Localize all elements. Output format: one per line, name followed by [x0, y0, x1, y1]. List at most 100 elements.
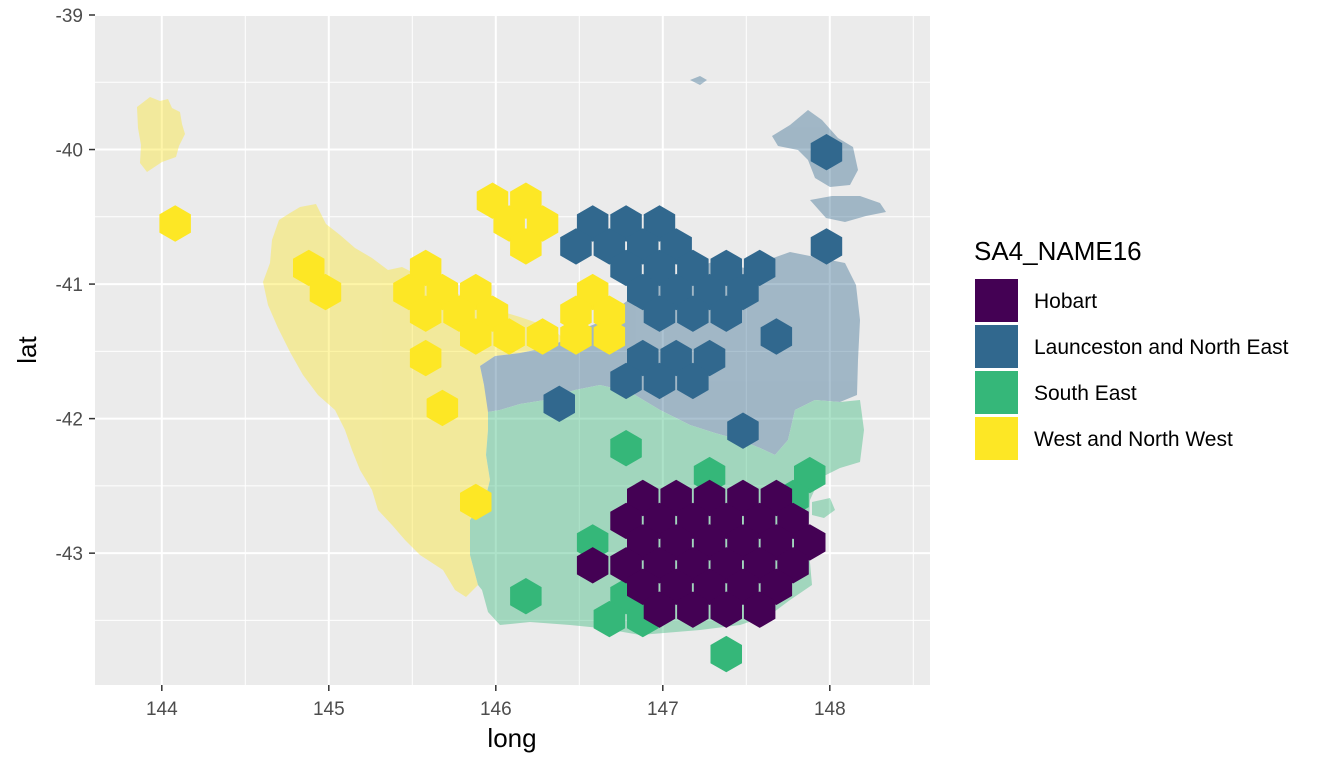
hexagon-west-and-north-west — [309, 273, 342, 311]
y-axis-ticks: -39 -40 -41 -42 -43 — [56, 6, 95, 565]
legend: SA4_NAME16 Hobart Launceston and North Ea… — [974, 236, 1289, 460]
hexagon-launceston-and-north-east — [643, 362, 676, 400]
hexagon-south-east — [794, 456, 826, 494]
region-west-and-north-west-king-island — [137, 97, 185, 172]
hexagon-launceston-and-north-east — [677, 295, 709, 332]
hexagon-launceston-and-north-east — [693, 339, 726, 377]
hexagon-west-and-north-west — [493, 205, 525, 242]
legend-key — [975, 371, 1018, 414]
legend-key — [975, 325, 1018, 368]
hexagon-hobart — [576, 547, 609, 584]
x-tick-label: 144 — [146, 699, 178, 720]
hexagon-west-and-north-west — [159, 205, 191, 242]
hexagon-launceston-and-north-east — [677, 249, 709, 287]
legend-title: SA4_NAME16 — [974, 236, 1142, 266]
hexagon-south-east — [710, 635, 742, 673]
hexagon-hobart — [627, 568, 659, 605]
hexagon-hobart — [760, 524, 793, 561]
hexagon-south-east — [610, 430, 642, 467]
hexagon-hobart — [677, 591, 709, 628]
hexagon-west-and-north-west — [476, 182, 509, 219]
y-tick-label: -43 — [56, 544, 83, 565]
hexagon-south-east — [576, 524, 609, 561]
hexagon-west-and-north-west — [510, 182, 542, 219]
hexagon-west-and-north-west — [476, 295, 509, 332]
legend-label: Hobart — [1034, 290, 1097, 313]
x-axis-ticks: 144 145 146 147 148 — [146, 685, 846, 720]
x-tick-label: 147 — [647, 699, 679, 720]
hexagon-west-and-north-west — [493, 318, 525, 355]
hexagon-launceston-and-north-east — [710, 249, 742, 287]
hexagon-west-and-north-west — [560, 318, 592, 355]
legend-label: West and North West — [1034, 428, 1233, 451]
legend-entries: Hobart Launceston and North East South Eas… — [975, 279, 1289, 460]
hexagon-west-and-north-west — [409, 249, 442, 287]
hexagon-launceston-and-north-east — [660, 339, 692, 377]
hexagon-launceston-and-north-east — [710, 295, 742, 332]
hexagon-west-and-north-west — [510, 228, 542, 265]
legend-key — [975, 417, 1018, 460]
hexagon-hobart — [660, 568, 692, 605]
hexagon-launceston-and-north-east — [643, 205, 676, 242]
hexagon-launceston-and-north-east — [610, 362, 642, 400]
region-south-east-island — [812, 498, 835, 518]
hexagon-launceston-and-north-east — [627, 339, 659, 377]
hexagon-launceston-and-north-east — [743, 249, 776, 287]
x-tick-label: 146 — [480, 699, 512, 720]
hexagon-west-and-north-west — [293, 249, 325, 287]
hexagon-hobart — [693, 568, 726, 605]
x-tick-label: 148 — [814, 699, 846, 720]
sa4-hexagons — [159, 134, 843, 673]
hexagon-south-east — [693, 456, 726, 494]
hexagon-west-and-north-west — [460, 318, 492, 355]
hexagon-hobart — [660, 524, 692, 561]
hexagon-launceston-and-north-east — [643, 295, 676, 332]
y-tick-label: -42 — [56, 410, 83, 431]
hexagon-hobart — [627, 479, 659, 517]
hexagon-launceston-and-north-east — [610, 205, 642, 242]
hexagon-hobart — [693, 524, 726, 561]
hexagon-launceston-and-north-east — [643, 249, 676, 287]
hexagon-hobart — [643, 591, 676, 628]
hexagon-hobart — [660, 479, 692, 517]
hexagon-hobart — [794, 524, 826, 561]
y-tick-label: -41 — [56, 275, 83, 296]
hexagon-hobart — [760, 479, 793, 517]
hexagon-hobart — [727, 524, 759, 561]
hexagon-launceston-and-north-east — [810, 228, 843, 265]
hexagon-west-and-north-west — [443, 295, 475, 332]
hexagon-launceston-and-north-east — [576, 205, 609, 242]
hexagon-west-and-north-west — [560, 295, 592, 332]
hexagon-hobart — [727, 479, 759, 517]
hexagon-west-and-north-west — [409, 339, 442, 377]
x-tick-label: 145 — [313, 699, 345, 720]
hexagon-west-and-north-west — [460, 483, 492, 521]
region-launceston-and-north-east-small-island — [690, 76, 707, 85]
hexagon-launceston-and-north-east — [543, 385, 575, 422]
hexagon-hobart — [727, 568, 759, 605]
legend-label: South East — [1034, 382, 1137, 405]
hexagon-west-and-north-west — [593, 318, 626, 355]
hexagon-hobart — [710, 591, 742, 628]
hexagon-launceston-and-north-east — [727, 412, 759, 449]
hexagon-hobart — [627, 524, 659, 561]
hexagon-hobart — [760, 568, 793, 605]
y-tick-label: -40 — [56, 141, 83, 162]
hexagon-west-and-north-west — [593, 295, 626, 332]
y-axis-title: lat — [12, 335, 42, 363]
region-launceston-and-north-east-cape-barren-island — [810, 196, 886, 222]
hexagon-west-and-north-west — [426, 389, 459, 427]
x-axis-title: long — [487, 723, 536, 753]
hexagon-hobart — [743, 591, 776, 628]
hexagon-south-east — [593, 600, 626, 638]
hexagon-hobart — [693, 479, 726, 517]
hexagon-west-and-north-west — [526, 205, 559, 242]
legend-label: Launceston and North East — [1034, 336, 1289, 359]
y-tick-label: -39 — [56, 6, 83, 27]
hexagon-launceston-and-north-east — [677, 362, 709, 400]
hexagon-launceston-and-north-east — [560, 228, 592, 265]
hexagon-south-east — [510, 578, 542, 615]
legend-key — [975, 279, 1018, 322]
hexagon-launceston-and-north-east — [610, 249, 642, 287]
